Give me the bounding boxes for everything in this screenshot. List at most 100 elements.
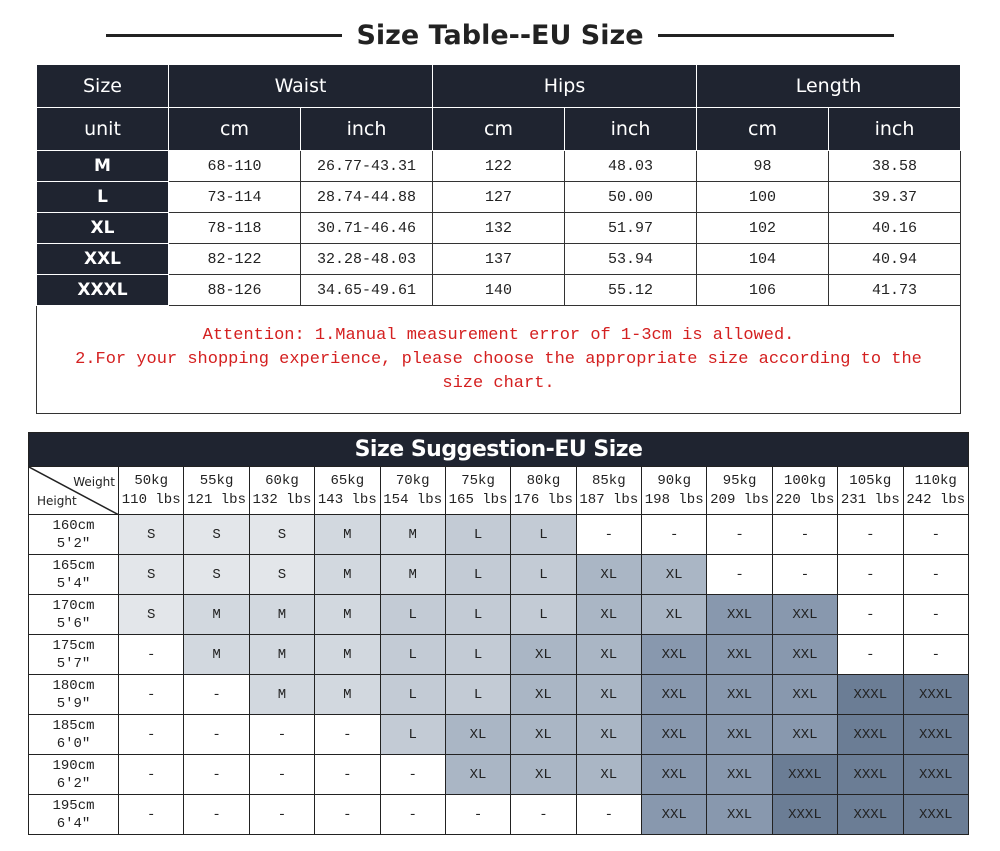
weight-kg: 90kg — [657, 472, 691, 489]
size-cell: XL — [510, 674, 577, 715]
measurement-cell: 100 — [696, 181, 829, 213]
size-cell: M — [248, 674, 316, 715]
size-cell: M — [248, 634, 316, 675]
size-cell: - — [183, 714, 250, 755]
size-cell: M — [248, 594, 316, 635]
weight-kg: 70kg — [395, 472, 430, 489]
size-cell: XXXL — [837, 714, 904, 755]
measurement-cell: 88-126 — [168, 274, 301, 306]
size-cell: XXL — [640, 634, 708, 675]
height-header: 165cm 5'4" — [28, 554, 119, 595]
table-row: 180cm 5'9" - - M M L L XL XL XXL XXL XXL XXXL XXXL — [28, 674, 970, 715]
table-row: 165cm 5'4" S S S M M L L XL XL - - - - — [28, 554, 970, 595]
size-cell: - — [902, 594, 970, 635]
note-line-2: 2.For your shopping experience, please c… — [75, 349, 922, 393]
size-cell: M — [379, 514, 446, 555]
height-ft: 5'7" — [56, 655, 91, 672]
height-cm: 190cm — [52, 757, 95, 774]
size-cell: S — [117, 554, 185, 595]
title-divider-right — [657, 33, 894, 37]
measurement-cell: 39.37 — [827, 181, 962, 213]
height-header: 190cm 6'2" — [28, 754, 119, 795]
height-ft: 5'9" — [56, 695, 91, 712]
size-cell: XL — [640, 594, 708, 635]
size-cell: - — [510, 794, 577, 835]
size-cell: M — [314, 674, 381, 715]
weight-lbs: 209 lbs — [710, 491, 769, 508]
height-cm: 180cm — [52, 677, 95, 694]
measurement-cell: 106 — [696, 274, 829, 306]
header-waist: Waist — [168, 64, 433, 108]
measurement-cell: 41.73 — [827, 274, 962, 306]
size-cell: XL — [510, 754, 577, 795]
table-row: 185cm 6'0" - - - - L XL XL XL XXL XXL XXL XXXL XXXL — [28, 714, 970, 755]
size-cell: S — [183, 554, 250, 595]
size-cell: XL — [575, 714, 643, 755]
size-cell: XXXL — [902, 794, 970, 835]
unit-header: inch — [827, 107, 962, 151]
size-suggestion-table: Size Suggestion-EU Size Weight Height 50… — [27, 432, 970, 835]
table-row: 195cm 6'4" - - - - - - - - XXL XXL XXXL XXXL XXXL — [28, 794, 970, 835]
weight-header: 110kg 242 lbs — [902, 466, 970, 515]
size-cell: L — [444, 594, 512, 635]
measurement-cell: 104 — [696, 243, 829, 275]
size-cell: XXL — [706, 594, 773, 635]
size-cell: L — [379, 674, 446, 715]
weight-kg: 105kg — [849, 472, 892, 489]
measurement-cell: 127 — [432, 181, 565, 213]
size-cell: - — [314, 794, 381, 835]
size-cell: L — [510, 554, 577, 595]
size-cell: XXL — [640, 674, 708, 715]
size-cell: XL — [575, 594, 643, 635]
size-cell: M — [314, 554, 381, 595]
size-cell: XXXL — [902, 754, 970, 795]
table-row: 170cm 5'6" S M M M L L L XL XL XXL XXL - - — [28, 594, 970, 635]
weight-kg: 95kg — [722, 472, 757, 489]
weight-header: 90kg 198 lbs — [640, 466, 708, 515]
size-cell: XXL — [706, 634, 773, 675]
height-ft: 6'4" — [56, 815, 91, 832]
weight-header: 65kg 143 lbs — [314, 466, 381, 515]
size-cell: - — [248, 754, 316, 795]
measurement-cell: 34.65-49.61 — [300, 274, 433, 306]
size-cell: - — [248, 714, 316, 755]
size-cell: S — [183, 514, 250, 555]
size-cell: - — [837, 514, 904, 555]
size-cell: L — [379, 634, 446, 675]
measurement-cell: 122 — [432, 150, 565, 182]
size-cell: M — [183, 634, 250, 675]
size-cell: - — [314, 714, 381, 755]
size-cell: L — [379, 594, 446, 635]
weight-lbs: 110 lbs — [121, 491, 181, 508]
size-cell: - — [902, 514, 970, 555]
weight-lbs: 198 lbs — [644, 491, 704, 508]
weight-lbs: 132 lbs — [252, 491, 312, 508]
size-cell: XL — [575, 674, 643, 715]
measurement-cell: 40.16 — [827, 212, 962, 244]
size-cell: XXL — [640, 794, 708, 835]
height-cm: 160cm — [52, 517, 95, 534]
weight-kg: 65kg — [330, 472, 365, 489]
weight-lbs: 121 lbs — [187, 491, 246, 508]
height-header: 185cm 6'0" — [28, 714, 119, 755]
size-cell: - — [117, 634, 185, 675]
weight-kg: 80kg — [526, 472, 561, 489]
size-cell: - — [117, 794, 185, 835]
height-header: 170cm 5'6" — [28, 594, 119, 635]
size-cell: XXL — [640, 754, 708, 795]
measurement-cell: 132 — [432, 212, 565, 244]
height-header: 160cm 5'2" — [28, 514, 119, 555]
size-suggestion-title: Size Suggestion-EU Size — [27, 432, 970, 467]
measurement-cell: 68-110 — [168, 150, 301, 182]
weight-label: Weight — [73, 475, 115, 489]
unit-header: inch — [564, 107, 697, 151]
height-header: 195cm 6'4" — [28, 794, 119, 835]
weight-header: 55kg 121 lbs — [183, 466, 250, 515]
weight-header: 80kg 176 lbs — [510, 466, 577, 515]
weight-kg: 75kg — [461, 472, 495, 489]
size-cell: XXXL — [771, 794, 839, 835]
measurement-cell: 28.74-44.88 — [300, 181, 433, 213]
size-cell: - — [575, 794, 643, 835]
measurement-cell: 53.94 — [564, 243, 697, 275]
measurement-cell: 50.00 — [564, 181, 697, 213]
